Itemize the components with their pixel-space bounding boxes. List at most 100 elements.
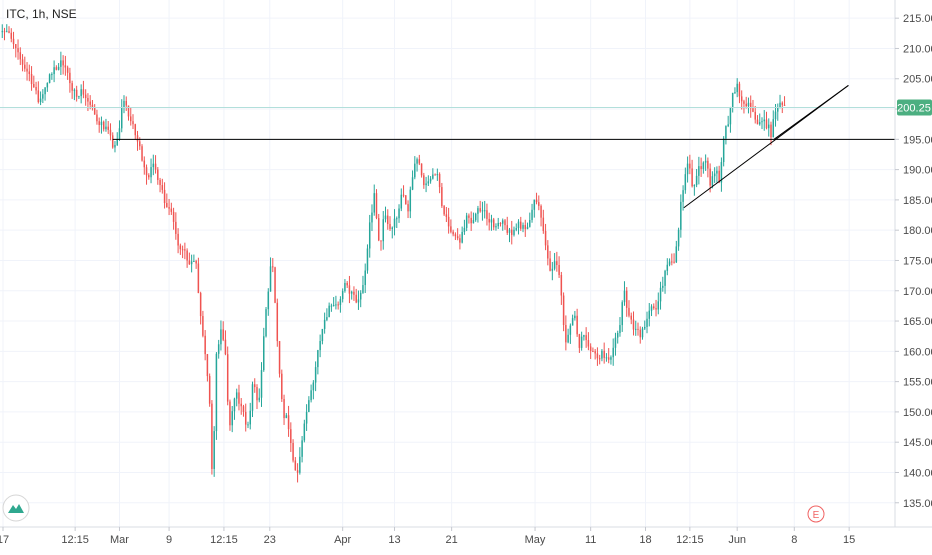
- candle-body: [761, 121, 763, 123]
- candle-body: [154, 163, 157, 170]
- candle-body: [60, 60, 62, 67]
- candle-body: [139, 141, 141, 147]
- candle-body: [251, 384, 254, 411]
- candle-body: [17, 48, 19, 53]
- x-tick-label: 9: [166, 534, 172, 546]
- candle-body: [208, 376, 211, 404]
- candle-body: [574, 315, 576, 319]
- candle-body: [296, 470, 299, 473]
- candle-body: [105, 126, 107, 130]
- candle-body: [148, 175, 150, 178]
- candle-body: [116, 139, 118, 145]
- candle-body: [580, 336, 583, 348]
- candle-body: [8, 31, 10, 33]
- candle-body: [125, 100, 127, 106]
- candle-body: [551, 268, 554, 271]
- candle-body: [777, 107, 779, 112]
- candle-body: [664, 270, 666, 286]
- candle-body: [321, 328, 324, 342]
- candle-body: [691, 168, 693, 187]
- candle-body: [576, 315, 578, 335]
- candle-body: [441, 187, 443, 207]
- candle-body: [224, 339, 227, 355]
- candle-body: [623, 290, 626, 303]
- candle-body: [461, 231, 463, 243]
- candle-body: [197, 263, 200, 294]
- candle-body: [278, 341, 281, 374]
- x-tick-label: Apr: [334, 534, 351, 546]
- candle-body: [3, 31, 6, 33]
- candle-body: [722, 138, 725, 163]
- candle-body: [37, 90, 40, 103]
- candle-body: [729, 107, 732, 125]
- candle-body: [265, 309, 267, 337]
- candle-body: [488, 218, 490, 223]
- candle-body: [319, 341, 321, 351]
- candle-body: [161, 185, 164, 190]
- y-tick-label: 210.00: [903, 43, 932, 55]
- candle-body: [335, 304, 337, 306]
- candle-body: [447, 216, 450, 227]
- candle-body: [39, 98, 42, 103]
- candle-body: [35, 87, 37, 91]
- candle-body: [226, 354, 229, 402]
- candle-body: [299, 456, 301, 473]
- candle-body: [686, 163, 689, 175]
- candle-body: [443, 206, 445, 215]
- earnings-e-icon[interactable]: E: [807, 505, 825, 523]
- candle-body: [301, 440, 303, 457]
- candle-body: [73, 89, 76, 91]
- candle-body: [765, 119, 768, 129]
- candle-body: [114, 144, 116, 148]
- candle-body: [779, 102, 781, 108]
- candle-body: [513, 229, 515, 235]
- candle-body: [522, 225, 524, 229]
- candle-body: [371, 212, 373, 223]
- candle-body: [414, 163, 416, 178]
- grid: [0, 0, 895, 527]
- candle-body: [646, 318, 648, 327]
- candle-body: [267, 291, 270, 310]
- candle-body: [310, 390, 312, 401]
- candle-body: [644, 326, 646, 329]
- candle-body: [134, 124, 137, 136]
- candle-body: [601, 350, 603, 359]
- candle-body: [689, 163, 691, 169]
- candle-body: [391, 227, 394, 229]
- candle-body: [506, 225, 508, 233]
- candle-body: [718, 170, 720, 183]
- candle-body: [425, 183, 427, 186]
- y-tick-label: 215.00: [903, 13, 932, 25]
- tradingview-logo-icon[interactable]: [2, 494, 30, 522]
- candle-body: [285, 415, 288, 419]
- candles: [1, 24, 786, 483]
- candle-body: [709, 168, 711, 186]
- candle-body: [91, 104, 94, 108]
- candle-body: [190, 261, 193, 265]
- candle-body: [677, 229, 680, 247]
- candle-body: [19, 52, 22, 60]
- candle-body: [650, 306, 653, 311]
- candle-body: [616, 333, 619, 338]
- candle-body: [562, 295, 565, 326]
- candle-body: [407, 204, 409, 212]
- candle-body: [598, 358, 601, 360]
- candle-body: [758, 122, 761, 125]
- candle-body: [195, 261, 197, 264]
- candle-body: [434, 174, 436, 176]
- candle-body: [373, 193, 375, 213]
- drawings[interactable]: [0, 85, 895, 209]
- candle-body: [713, 173, 716, 177]
- candle-body: [258, 397, 261, 401]
- candle-body: [538, 202, 540, 206]
- candle-body: [157, 169, 159, 180]
- candle-body: [725, 126, 727, 139]
- candle-body: [274, 267, 276, 303]
- candle-body: [28, 71, 31, 75]
- candle-body: [452, 231, 454, 235]
- candle-body: [26, 68, 28, 72]
- candle-body: [533, 199, 536, 210]
- candle-body: [641, 328, 644, 338]
